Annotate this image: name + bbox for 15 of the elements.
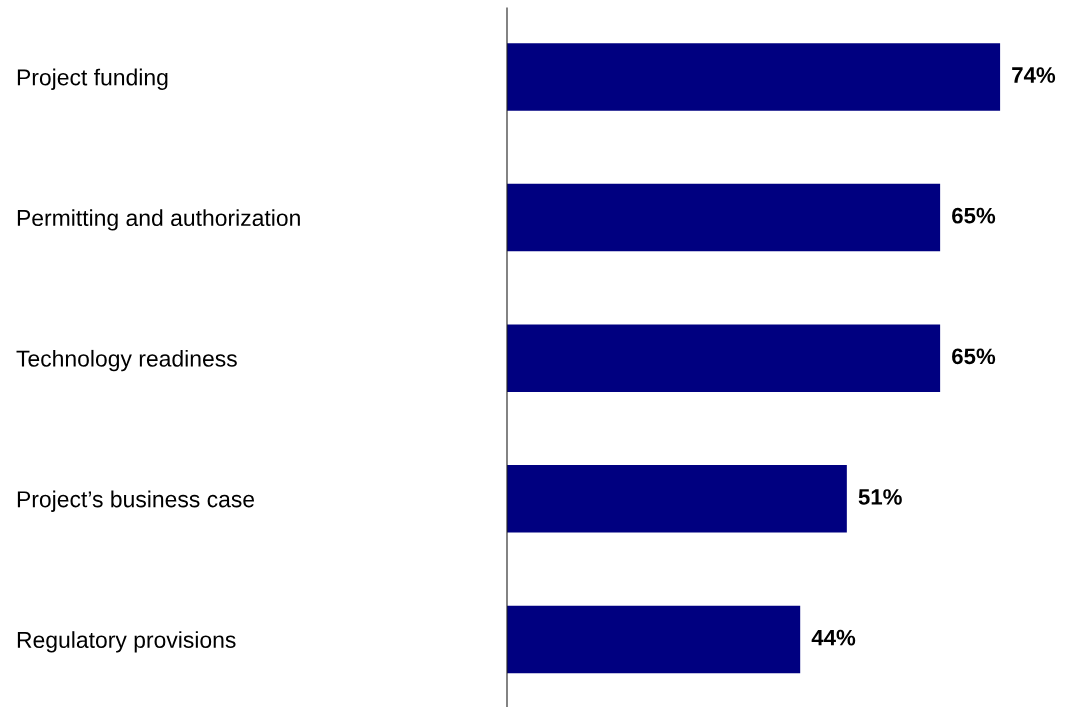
bar <box>507 324 941 392</box>
data-label: 65% <box>952 348 996 365</box>
bar <box>507 183 941 252</box>
y-tick-label: Project funding <box>17 68 168 90</box>
bar <box>507 465 847 533</box>
data-label: 51% <box>858 489 902 505</box>
bar <box>507 43 1001 111</box>
y-tick-label: Permitting and authorization <box>17 209 300 231</box>
y-tick-label: Regulatory provisions <box>17 631 236 653</box>
y-tick-label: Technology readiness <box>16 349 237 372</box>
data-label: 65% <box>952 207 996 224</box>
y-tick-label: Project’s business case <box>17 490 255 512</box>
bar <box>507 605 801 674</box>
data-label: 74% <box>1012 67 1056 83</box>
data-label: 44% <box>811 629 856 646</box>
